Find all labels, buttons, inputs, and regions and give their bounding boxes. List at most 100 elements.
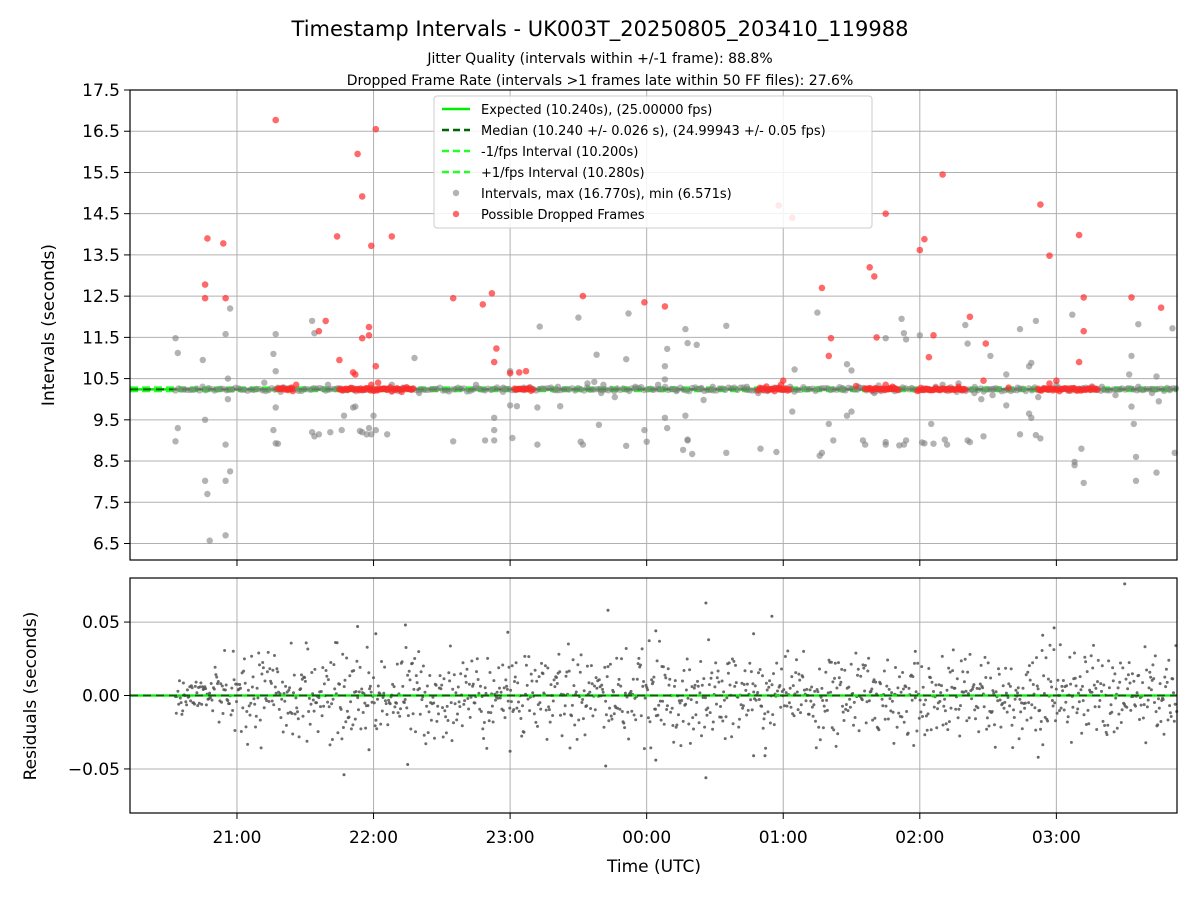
residuals-y-ticks: −0.05 0.00 0.05	[68, 613, 130, 780]
intervals-y-ticks: 6.5 7.5 8.5 9.5 10.5 11.5 12.5 13.5 14.5 15.5 16.5…	[82, 81, 130, 555]
residual-point	[821, 699, 825, 702]
residual-point	[982, 705, 986, 709]
residual-point	[1004, 691, 1008, 695]
residual-point	[816, 690, 820, 694]
residual-point	[787, 701, 791, 705]
residual-point	[999, 725, 1003, 729]
residual-point	[579, 653, 583, 657]
residual-point	[306, 647, 310, 651]
residual-point	[539, 707, 543, 711]
residual-point	[403, 623, 407, 627]
residual-point	[224, 683, 228, 687]
residual-point	[775, 661, 779, 665]
residual-point	[221, 712, 225, 715]
interval-point	[987, 352, 994, 360]
interval-point	[579, 441, 587, 448]
residual-point	[1008, 704, 1012, 708]
interval-point	[598, 389, 605, 397]
residual-point	[918, 698, 922, 702]
residual-point	[1168, 711, 1172, 715]
dropped-frame-point	[980, 377, 987, 385]
residual-point	[914, 690, 918, 694]
residual-point	[230, 686, 234, 690]
residual-point	[672, 740, 676, 744]
residual-point	[488, 671, 492, 674]
residual-point	[740, 681, 744, 685]
residual-point	[441, 706, 444, 710]
residual-point	[1100, 664, 1104, 668]
residual-point	[881, 704, 885, 708]
residual-point	[245, 710, 249, 713]
residual-point	[942, 704, 946, 708]
residual-point	[1105, 733, 1109, 737]
residual-point	[315, 701, 318, 705]
residual-point	[1141, 716, 1145, 720]
residual-point	[709, 676, 713, 680]
interval-point	[174, 424, 181, 432]
residual-point	[219, 682, 223, 686]
residual-point	[233, 729, 237, 732]
residual-point	[338, 682, 341, 686]
residual-point	[589, 707, 593, 710]
residual-point	[280, 697, 284, 701]
residual-point	[445, 704, 449, 708]
dropped-frame-point	[1037, 201, 1044, 208]
residual-point	[512, 708, 516, 712]
residual-point	[1058, 709, 1061, 713]
residual-point	[1027, 664, 1031, 668]
residual-point	[1165, 680, 1169, 684]
interval-point	[698, 385, 705, 393]
residual-point	[865, 700, 869, 704]
dropped-frame-point	[368, 242, 375, 250]
residual-point	[456, 685, 460, 689]
residual-point	[309, 702, 313, 706]
residual-point	[1035, 656, 1038, 660]
residual-point	[178, 679, 181, 683]
residual-point	[678, 701, 682, 705]
residual-point	[726, 671, 730, 675]
residual-point	[721, 719, 725, 723]
residual-point	[1064, 700, 1068, 704]
residual-point	[523, 654, 527, 658]
residual-point	[838, 683, 842, 687]
residual-point	[330, 738, 334, 741]
residual-point	[536, 724, 539, 728]
residual-point	[1084, 723, 1088, 726]
residual-point	[1007, 682, 1011, 686]
residual-point	[235, 700, 238, 704]
residual-point	[802, 688, 806, 692]
residual-point	[367, 748, 371, 752]
residual-point	[962, 680, 966, 684]
interval-point	[1016, 325, 1024, 333]
residual-point	[635, 677, 639, 681]
residual-point	[677, 713, 680, 717]
residual-point	[794, 671, 798, 675]
residual-point	[462, 702, 466, 706]
interval-point	[989, 385, 996, 393]
residual-point	[936, 707, 939, 711]
residual-point	[562, 712, 566, 716]
residual-point	[361, 711, 365, 714]
residual-point	[1163, 675, 1167, 679]
residual-point	[540, 661, 543, 665]
residual-point	[585, 704, 589, 708]
residual-point	[730, 657, 734, 661]
interval-point	[664, 424, 671, 432]
legend: Expected (10.240s), (25.00000 fps) Media…	[433, 95, 873, 229]
residual-point	[217, 720, 221, 724]
interval-point	[902, 336, 910, 343]
residual-point	[422, 733, 426, 737]
residual-point	[467, 707, 471, 711]
residual-point	[300, 673, 303, 677]
residual-point	[564, 674, 568, 678]
dropped-frame-point	[506, 369, 514, 377]
residual-point	[924, 714, 928, 718]
residual-point	[425, 684, 429, 688]
residual-point	[641, 684, 645, 688]
residual-point	[927, 667, 931, 670]
residual-point	[1016, 691, 1019, 695]
residual-point	[612, 690, 615, 694]
residual-point	[716, 669, 720, 673]
residual-point	[292, 673, 296, 677]
residual-point	[754, 698, 758, 702]
